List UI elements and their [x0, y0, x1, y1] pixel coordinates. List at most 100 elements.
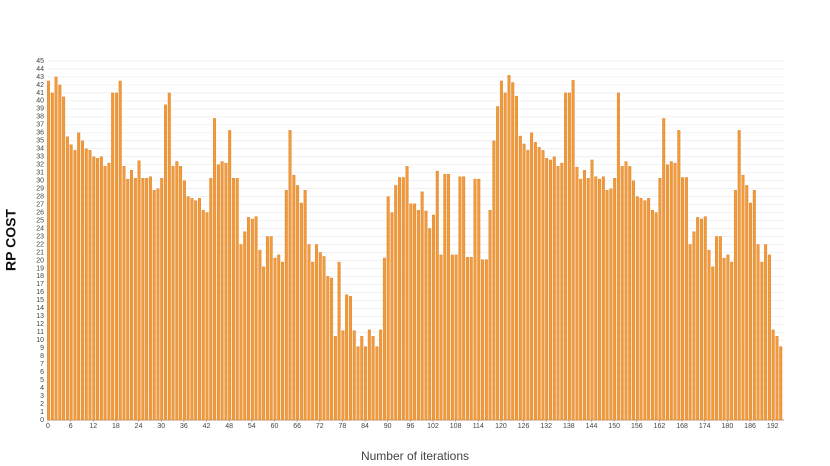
bar — [481, 259, 485, 421]
bar — [254, 216, 258, 421]
bar — [590, 159, 594, 421]
bar — [722, 257, 726, 421]
y-tick-label: 5 — [40, 377, 44, 384]
bar — [62, 96, 66, 421]
bar — [715, 236, 719, 421]
bar — [669, 161, 673, 421]
bar — [296, 185, 300, 421]
y-tick-label: 30 — [36, 178, 44, 185]
y-tick-label: 17 — [36, 281, 44, 288]
bar — [507, 75, 511, 421]
x-tick-label: 30 — [157, 423, 165, 430]
bar — [775, 336, 779, 421]
bar — [756, 244, 760, 421]
bar — [96, 158, 100, 421]
bar — [711, 266, 715, 421]
bar — [767, 254, 771, 421]
bar — [496, 106, 500, 421]
y-tick-label: 28 — [36, 193, 44, 200]
x-tick-label: 90 — [384, 423, 392, 430]
bar — [360, 336, 364, 421]
y-tick-label: 21 — [36, 249, 44, 256]
bar — [394, 185, 398, 421]
bar — [518, 135, 522, 421]
bar — [284, 190, 288, 421]
bar — [111, 92, 115, 421]
y-tick-label: 24 — [36, 225, 44, 232]
bar — [281, 261, 284, 421]
bar — [311, 261, 315, 421]
y-tick-label: 15 — [36, 297, 44, 304]
bar — [511, 82, 515, 421]
bar — [273, 257, 277, 421]
y-tick-label: 37 — [36, 122, 44, 129]
bar — [201, 209, 205, 421]
bar — [699, 218, 703, 421]
y-tick-label: 3 — [40, 393, 44, 400]
x-tick-label: 54 — [248, 423, 256, 430]
bar — [447, 174, 451, 421]
x-tick-label: 168 — [676, 423, 688, 430]
bar — [179, 166, 183, 421]
bar — [216, 164, 220, 421]
bar — [424, 210, 428, 421]
bar — [401, 177, 405, 421]
bar — [624, 161, 628, 421]
bar — [133, 178, 137, 421]
x-tick-label: 18 — [112, 423, 120, 430]
bar — [122, 166, 126, 421]
bar — [643, 200, 647, 421]
bar — [749, 202, 753, 421]
y-tick-label: 25 — [36, 217, 44, 224]
x-tick-label: 186 — [744, 423, 756, 430]
x-tick-label: 126 — [518, 423, 530, 430]
y-tick-label: 40 — [36, 98, 44, 105]
bar — [420, 191, 424, 421]
y-tick-label: 11 — [37, 329, 44, 336]
x-tick-label: 36 — [180, 423, 188, 430]
bar — [107, 162, 111, 421]
x-tick-label: 138 — [563, 423, 575, 430]
bar — [707, 249, 711, 421]
y-tick-label: 16 — [36, 289, 44, 296]
bar — [737, 130, 741, 421]
bar — [503, 92, 507, 421]
bar — [488, 209, 492, 421]
bar — [605, 190, 609, 421]
y-tick-label: 39 — [36, 106, 44, 113]
x-tick-label: 180 — [722, 423, 734, 430]
bar — [598, 178, 602, 421]
bar — [326, 276, 330, 421]
bar — [99, 156, 103, 421]
bar — [647, 198, 651, 421]
bar — [314, 244, 318, 421]
bar — [224, 162, 228, 421]
bar — [137, 160, 141, 421]
bar — [186, 196, 190, 421]
y-axis-label: RP COST — [3, 209, 19, 271]
bar — [190, 198, 194, 421]
bar — [450, 254, 454, 421]
y-tick-label: 33 — [36, 154, 44, 161]
y-tick-label: 13 — [36, 313, 44, 320]
bar — [639, 198, 643, 421]
x-tick-label: 96 — [406, 423, 414, 430]
y-tick-label: 1 — [40, 409, 44, 416]
x-tick-label: 84 — [361, 423, 369, 430]
bar — [601, 176, 605, 421]
bar — [582, 170, 586, 421]
bar — [692, 231, 696, 421]
bar — [484, 259, 488, 421]
x-tick-label: 72 — [316, 423, 324, 430]
bar — [160, 178, 164, 421]
bar — [613, 178, 617, 421]
bar — [88, 150, 92, 421]
bar — [628, 166, 632, 421]
bar — [171, 166, 175, 421]
bar — [307, 244, 311, 421]
y-tick-label: 42 — [36, 82, 44, 89]
x-tick-label: 162 — [654, 423, 666, 430]
bar — [632, 180, 636, 421]
bar — [243, 231, 247, 421]
bar — [575, 166, 579, 421]
